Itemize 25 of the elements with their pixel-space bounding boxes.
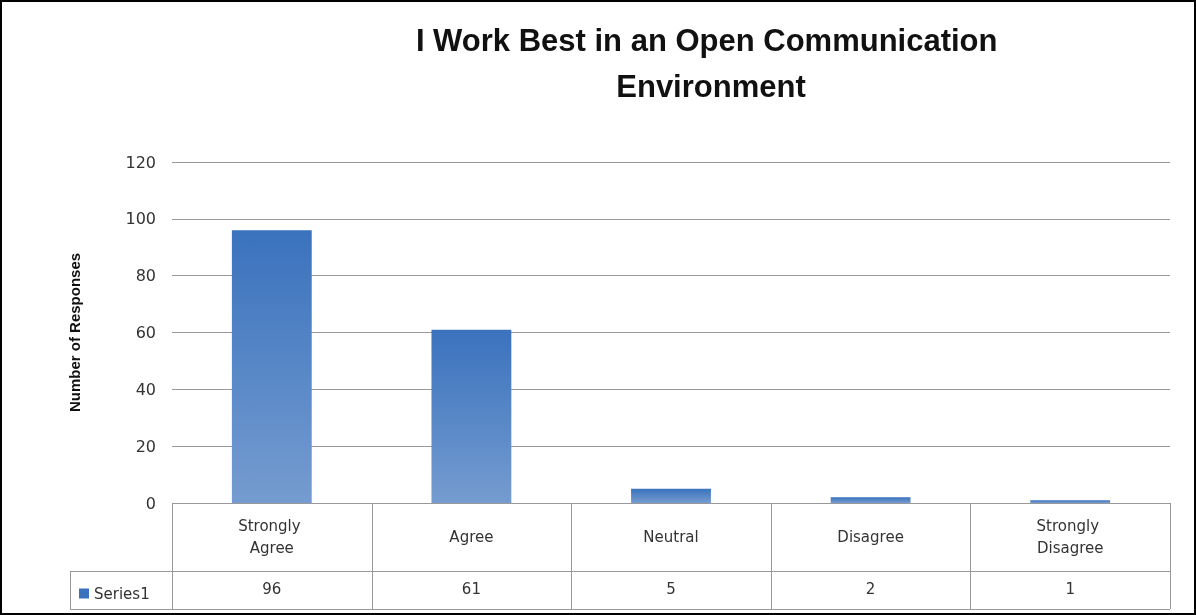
y-tick-label: 80 [135, 266, 156, 286]
x-tick-label: Disagree [837, 528, 904, 546]
data-label: 96 [261, 580, 283, 598]
y-tick-label: 0 [145, 493, 156, 513]
x-tick-label: Agree [449, 528, 494, 546]
data-label: 2 [864, 580, 877, 598]
legend-label: Series1 [94, 584, 150, 603]
data-label: 5 [665, 580, 677, 598]
y-tick-label: 20 [135, 436, 156, 456]
bar [631, 488, 711, 503]
bar [830, 497, 911, 503]
chart-title: I Work Best in an Open Communication Environment [415, 22, 1007, 104]
data-label: 61 [460, 580, 482, 598]
x-tick-label: Strongly Disagree [1036, 517, 1104, 557]
bar [231, 230, 312, 503]
y-tick-label: 40 [135, 379, 156, 399]
x-tick-label: Strongly Agree [238, 517, 306, 557]
y-axis-title: Number of Responses [66, 252, 83, 413]
y-tick-label: 60 [135, 323, 156, 342]
bar [1030, 500, 1111, 503]
bar [431, 329, 512, 503]
data-label: 1 [1064, 580, 1076, 598]
x-tick-label: Neutral [643, 528, 699, 546]
y-tick-label: 120 [125, 152, 156, 172]
y-tick-label: 100 [125, 209, 156, 229]
